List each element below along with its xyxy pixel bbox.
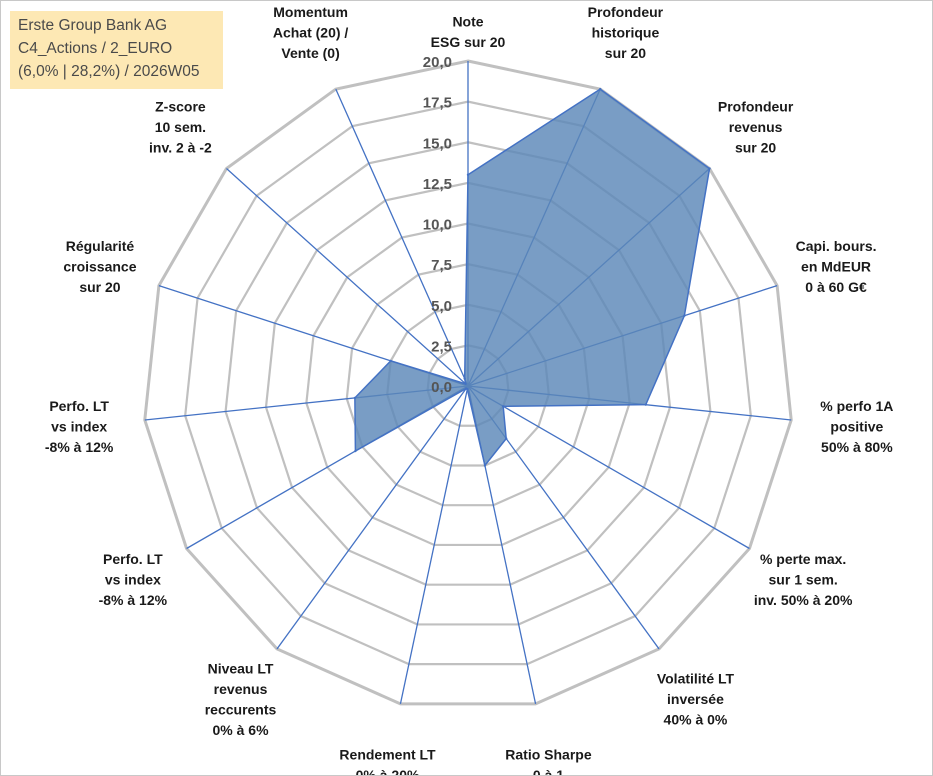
axis-label: Profondeur historique sur 20 (588, 4, 664, 61)
grid-ring (184, 100, 752, 666)
series-point (466, 173, 470, 176)
axis-label: Ratio Sharpe 0 à 1 (505, 746, 592, 775)
axis-label: Momentum Achat (20) / Vente (0) (273, 4, 349, 61)
axis-spoke (226, 168, 469, 387)
series-point (501, 405, 505, 408)
series-point (505, 437, 508, 440)
series-area (354, 88, 711, 468)
tick-label: 0,0 (431, 379, 452, 396)
radar-axis-labels: Note ESG sur 20 Profondeur historique sur 20… (45, 4, 894, 775)
series-point (708, 167, 711, 170)
tick-label: 12,5 (423, 176, 452, 193)
axis-label: Note ESG sur 20 (431, 14, 506, 51)
series-point (353, 396, 357, 400)
grid-ring (143, 59, 793, 706)
axis-label: Niveau LT revenus reccurents 0% à 6% (205, 660, 277, 738)
title-line-2: C4_Actions / 2_EURO (18, 40, 173, 57)
axis-spoke (335, 88, 469, 387)
series-point (463, 377, 466, 380)
axis-label: Rendement LT 0% à 20% (339, 746, 436, 775)
axis-label: Profondeur revenus sur 20 (718, 99, 794, 156)
axis-label: Régularité croissance sur 20 (63, 238, 136, 295)
axis-label: % perte max. sur 1 sem. inv. 50% à 20% (754, 551, 853, 608)
axis-spoke (467, 385, 750, 550)
series-point (683, 314, 686, 317)
tick-label: 2,5 (431, 338, 452, 355)
series-point (354, 449, 357, 453)
tick-label: 17,5 (423, 95, 452, 112)
title-line-3: (6,0% | 28,2%) / 2026W05 (18, 63, 200, 80)
axis-label: % perfo 1A positive 50% à 80% (820, 398, 893, 455)
axis-label: Z-score 10 sem. inv. 2 à -2 (149, 99, 212, 156)
tick-label: 10,0 (423, 217, 452, 234)
tick-label: 20,0 (423, 54, 452, 71)
axis-label: Perfo. LT vs index -8% à 12% (45, 398, 114, 455)
tick-label: 7,5 (431, 257, 452, 274)
chart-title-box: Erste Group Bank AG C4_Actions / 2_EURO … (10, 11, 223, 89)
radar-tick-labels: 0,0 2,5 5,0 7,5 10,0 12,5 15,0 17,5 20,0 (423, 54, 452, 396)
series-point (598, 87, 602, 91)
axis-spoke (399, 385, 469, 705)
tick-label: 5,0 (431, 298, 452, 315)
series-point (464, 387, 468, 390)
title-line-1: Erste Group Bank AG (18, 17, 168, 34)
tick-label: 15,0 (423, 135, 452, 152)
series-point (389, 359, 392, 363)
series-point (483, 464, 487, 467)
axis-label: Volatilité LT inversée 40% à 0% (657, 671, 735, 728)
axis-label: Perfo. LT vs index -8% à 12% (99, 551, 168, 608)
axis-label: Capi. bours. en MdEUR 0 à 60 G€ (796, 238, 877, 295)
series-point (644, 403, 647, 406)
radar-series (353, 87, 711, 468)
series-point (464, 382, 467, 386)
axis-spoke (276, 385, 469, 650)
